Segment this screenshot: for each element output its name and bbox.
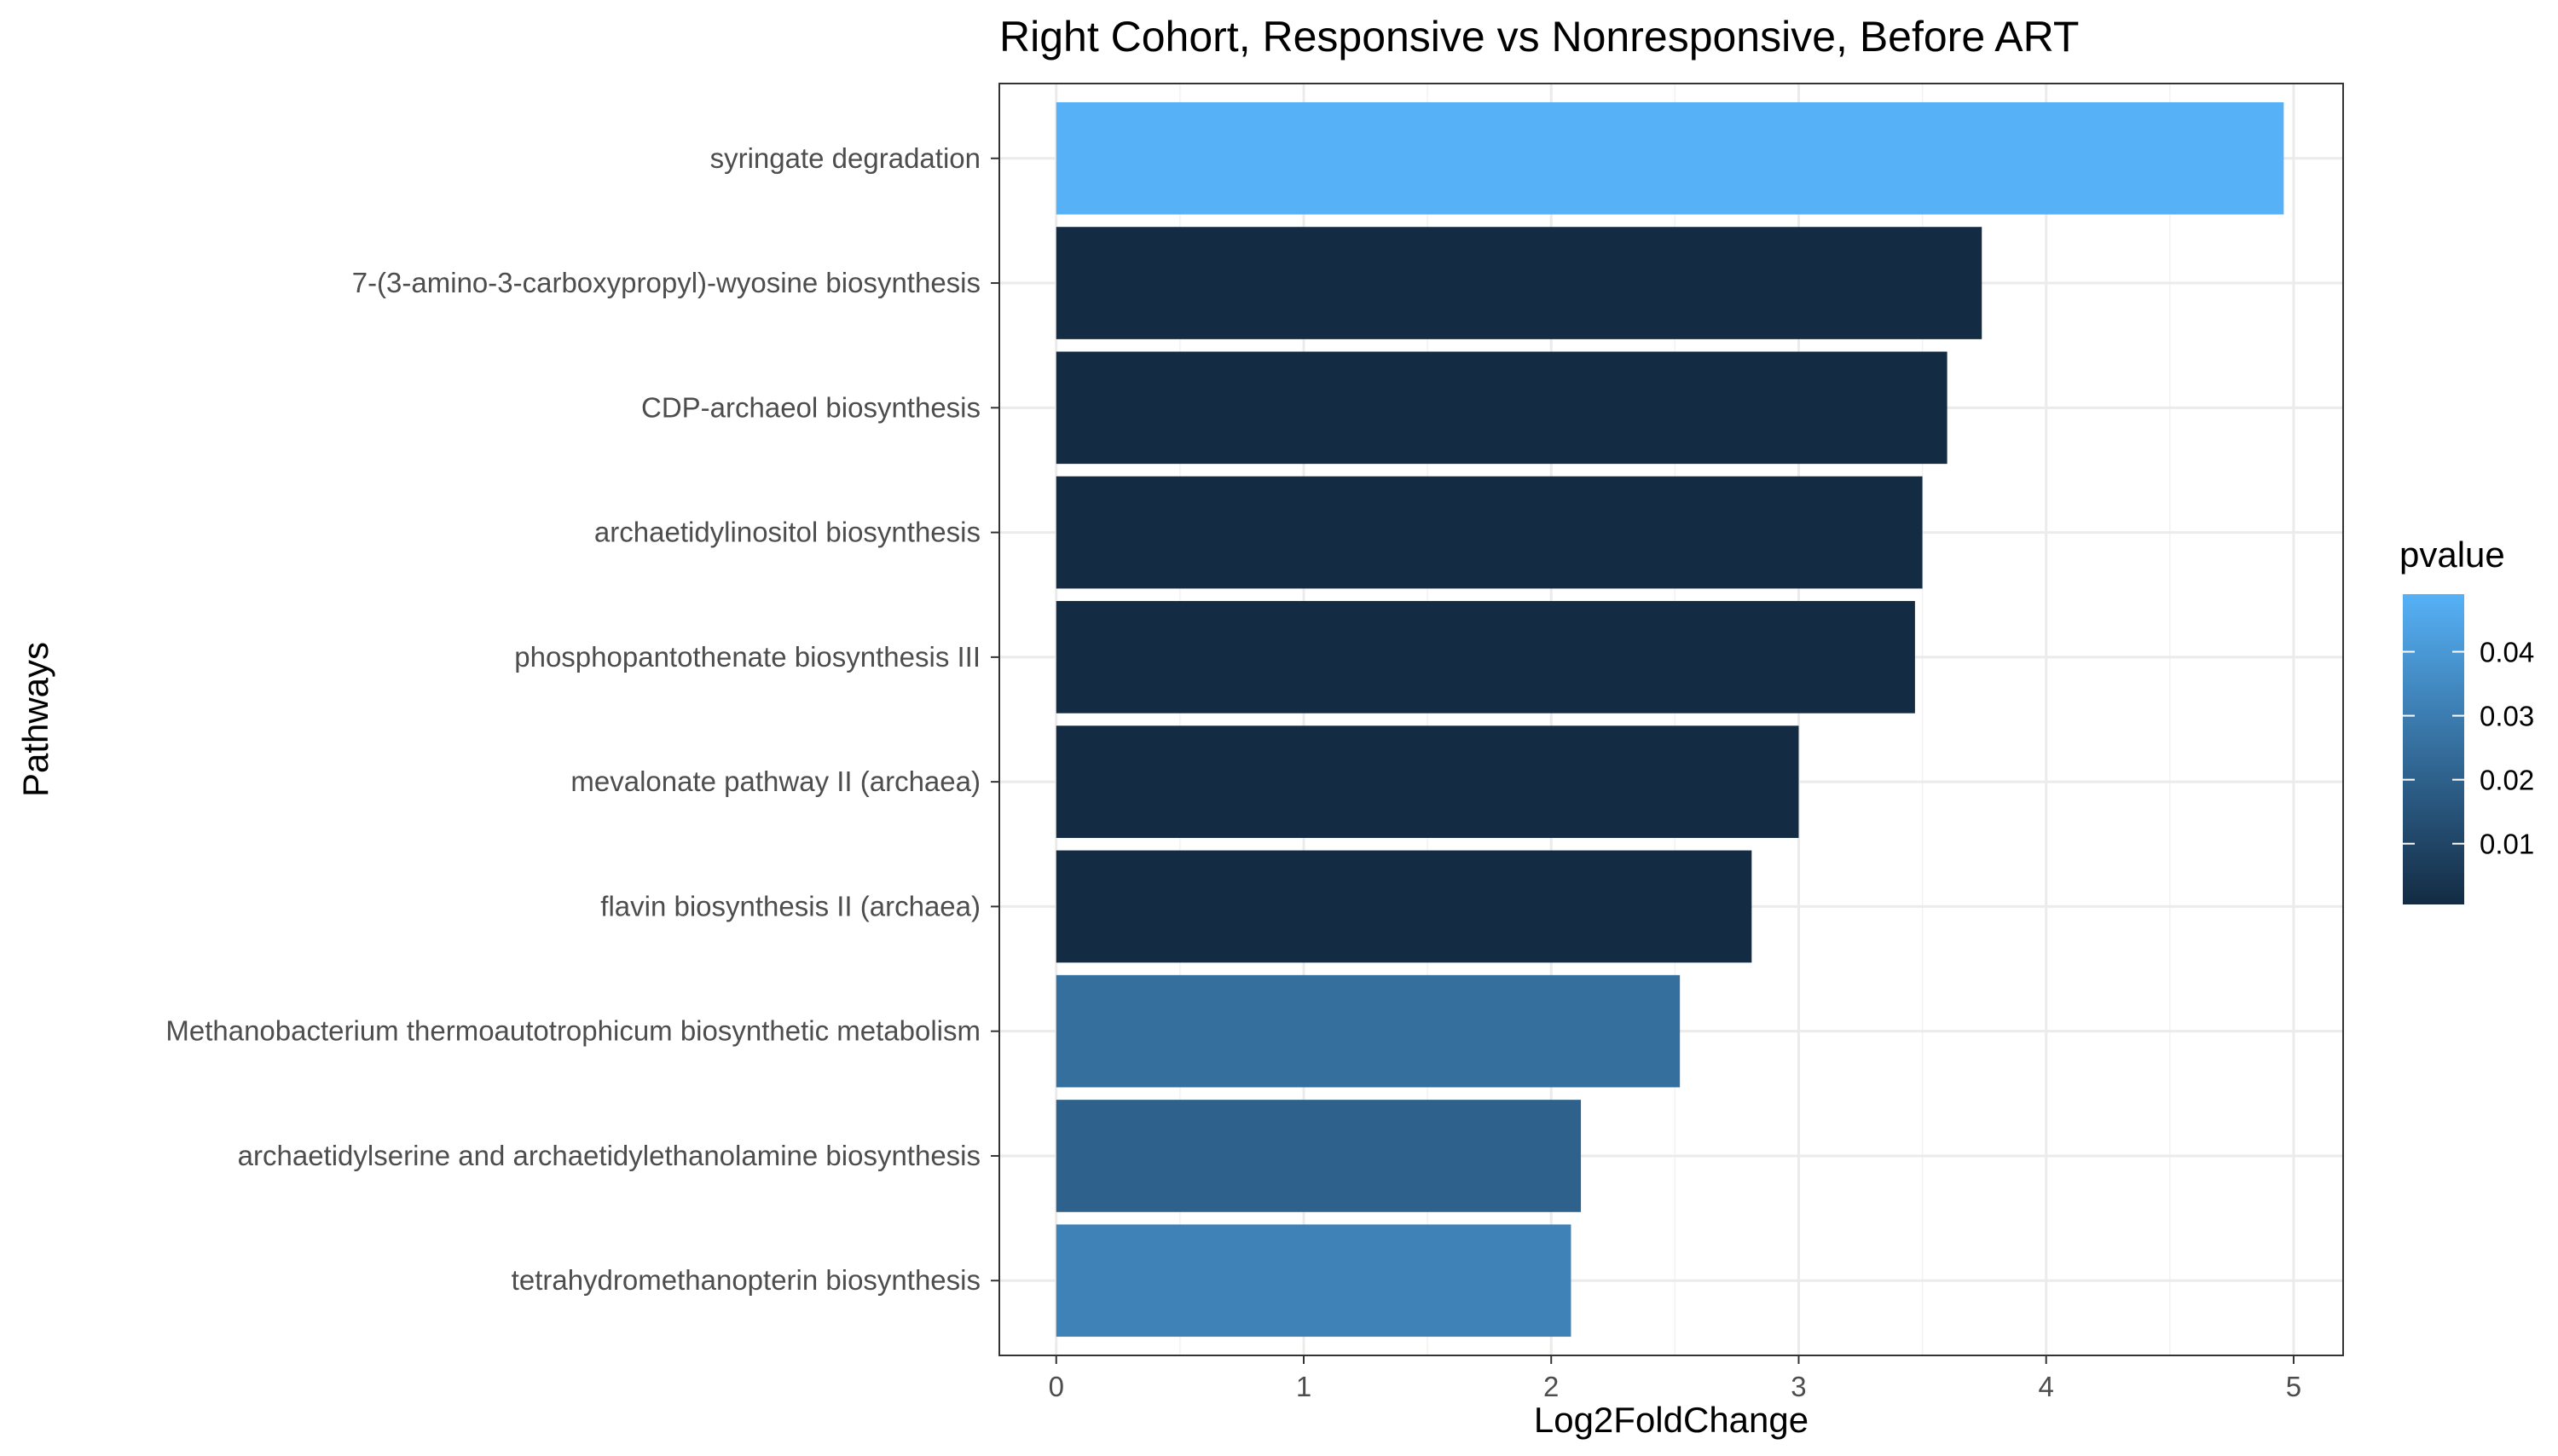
- x-tick-label: 5: [2286, 1371, 2301, 1402]
- y-tick-label: tetrahydromethanopterin biosynthesis: [512, 1264, 981, 1296]
- y-tick-label: phosphopantothenate biosynthesis III: [514, 641, 981, 673]
- bar: [1056, 351, 1947, 465]
- x-tick-label: 3: [1791, 1371, 1806, 1402]
- colorbar-gradient: [2403, 594, 2464, 904]
- colorbar-legend: pvalue 0.01 0.02 0.03 0.04: [2399, 534, 2534, 904]
- colorbar-tick-label: 0.04: [2480, 637, 2534, 668]
- x-tick-label: 2: [1543, 1371, 1559, 1402]
- bar: [1056, 1100, 1582, 1212]
- bar: [1056, 101, 2284, 215]
- bar: [1056, 1224, 1571, 1338]
- y-tick-label: mevalonate pathway II (archaea): [570, 766, 981, 797]
- colorbar-tick-label: 0.03: [2480, 701, 2534, 732]
- y-tick-label: syringate degradation: [710, 142, 981, 174]
- y-tick-label: 7-(3-amino-3-carboxypropyl)-wyosine bios…: [352, 267, 981, 298]
- plot-border: [998, 83, 2344, 1356]
- colorbar-ticks: 0.01 0.02 0.03 0.04: [2403, 637, 2534, 860]
- x-tick-label: 0: [1049, 1371, 1064, 1402]
- y-tick-label: Methanobacterium thermoautotrophicum bio…: [165, 1015, 981, 1047]
- colorbar-tick-label: 0.02: [2480, 765, 2534, 796]
- chart-title: Right Cohort, Responsive vs Nonresponsiv…: [999, 13, 2079, 61]
- y-tick-label: archaetidylserine and archaetidylethanol…: [238, 1140, 981, 1171]
- bar: [1056, 850, 1752, 963]
- bar: [1056, 601, 1915, 714]
- y-tick-label: flavin biosynthesis II (archaea): [600, 890, 981, 922]
- bar: [1056, 974, 1681, 1088]
- colorbar-tick-label: 0.01: [2480, 829, 2534, 860]
- y-tick-label: archaetidylinositol biosynthesis: [594, 517, 981, 548]
- x-tick-label: 4: [2039, 1371, 2054, 1402]
- y-tick-label: CDP-archaeol biosynthesis: [641, 391, 981, 423]
- y-axis-title: Pathways: [15, 642, 55, 797]
- x-tick-label: 1: [1296, 1371, 1311, 1402]
- plot-area: syringate degradation 7-(3-amino-3-carbox…: [165, 84, 2343, 1402]
- bar: [1056, 476, 1923, 589]
- x-axis-title: Log2FoldChange: [1534, 1400, 1809, 1440]
- colorbar-title: pvalue: [2399, 534, 2505, 575]
- bar: [1056, 227, 1982, 339]
- bar: [1056, 725, 1799, 838]
